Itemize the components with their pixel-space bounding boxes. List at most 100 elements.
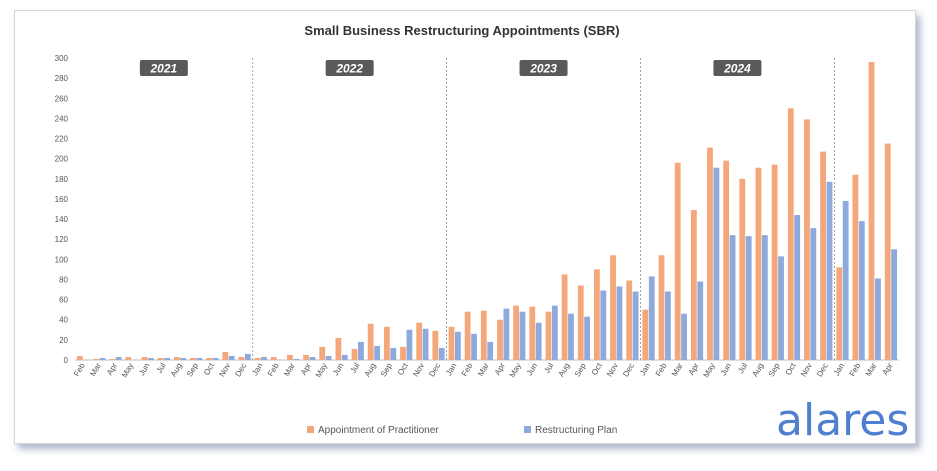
- bar: [497, 319, 503, 360]
- bar: [416, 322, 423, 360]
- x-tick-label: Jan: [832, 362, 846, 378]
- bar: [141, 356, 148, 360]
- bar: [503, 308, 510, 360]
- x-tick-label: Aug: [557, 362, 572, 379]
- year-label-box: [713, 60, 762, 76]
- bar: [335, 337, 342, 360]
- chart-frame: [14, 10, 916, 444]
- bar: [367, 323, 374, 360]
- bar: [745, 236, 752, 360]
- year-labels: 2021 2022 2023 2024: [139, 60, 762, 76]
- x-tick-label: Mar: [670, 361, 685, 378]
- x-tick-label: Mar: [88, 361, 103, 378]
- x-tick-label: Oct: [784, 361, 798, 377]
- x-tick-label: Jun: [137, 362, 151, 378]
- bar: [400, 346, 406, 360]
- y-tick-label: 40: [59, 316, 68, 325]
- x-tick-label: Aug: [169, 362, 184, 379]
- series-restructuring-plan: [99, 167, 898, 360]
- bar: [658, 255, 665, 360]
- bar: [287, 354, 293, 360]
- bar: [157, 357, 164, 360]
- x-tick-label: Apr: [299, 361, 313, 377]
- bar: [626, 280, 633, 360]
- bar: [593, 269, 600, 360]
- x-tick-labels: Feb Mar Apr May Jun Jul Aug Sep Oct Nov Dec Jan Feb M…: [72, 361, 895, 379]
- x-tick-label: Aug: [363, 362, 378, 379]
- x-tick-label: Mar: [864, 361, 879, 378]
- x-tick-label: Oct: [396, 361, 410, 377]
- year-label-2023: 2023: [519, 60, 568, 76]
- bar: [148, 357, 154, 360]
- bar: [358, 341, 364, 360]
- bar: [545, 311, 552, 360]
- bar: [820, 151, 826, 360]
- bar: [665, 291, 671, 360]
- legend: Appointment of Practitioner Restructuring…: [307, 425, 617, 436]
- bar: [206, 357, 213, 360]
- bar: [690, 210, 697, 360]
- x-tick-label: Feb: [72, 361, 87, 378]
- x-tick-label: Dec: [427, 362, 442, 379]
- bar: [99, 357, 106, 360]
- bar: [875, 278, 881, 360]
- bar: [778, 256, 784, 360]
- bar: [180, 357, 187, 360]
- bar: [190, 357, 196, 360]
- bar: [707, 147, 713, 360]
- y-tick-label: 100: [55, 255, 69, 264]
- bar: [681, 313, 687, 360]
- y-tick-label: 80: [59, 275, 68, 284]
- bar: [561, 274, 568, 360]
- x-tick-label: Apr: [105, 361, 119, 377]
- bar: [448, 326, 455, 360]
- bar: [761, 235, 768, 360]
- bar: [212, 357, 219, 360]
- bar: [842, 200, 849, 360]
- year-label-text: 2023: [529, 62, 557, 76]
- y-tick-label: 260: [55, 94, 69, 103]
- bar: [438, 347, 445, 360]
- bar: [480, 310, 487, 360]
- x-tick-label: Apr: [687, 361, 701, 377]
- bar: [254, 357, 261, 360]
- y-tick-label: 240: [55, 114, 69, 123]
- bar: [406, 329, 413, 360]
- bar: [109, 358, 116, 360]
- x-tick-label: Jan: [444, 362, 458, 378]
- bar: [432, 330, 439, 360]
- x-tick-label: Sep: [379, 361, 394, 378]
- bar: [115, 356, 122, 360]
- y-tick-label: 60: [59, 296, 68, 305]
- bar: [125, 356, 132, 360]
- bar: [325, 355, 332, 360]
- x-tick-label: Feb: [848, 361, 863, 378]
- y-tick-label: 160: [55, 195, 69, 204]
- bar: [293, 358, 300, 360]
- chart-title: Small Business Restructuring Appointment…: [304, 23, 619, 38]
- year-label-text: 2021: [150, 62, 178, 76]
- bar: [529, 306, 536, 360]
- bar: [309, 356, 316, 360]
- x-tick-label: Apr: [881, 361, 895, 377]
- bar: [374, 345, 381, 360]
- bar: [697, 281, 704, 360]
- bar: [513, 305, 520, 360]
- bar: [739, 178, 746, 360]
- x-tick-label: Sep: [573, 361, 588, 378]
- x-tick-label: May: [508, 362, 523, 380]
- bar: [648, 276, 655, 360]
- bar: [642, 309, 649, 360]
- bar: [852, 174, 859, 360]
- bar: [303, 354, 309, 360]
- x-tick-label: May: [702, 362, 717, 380]
- bar: [755, 167, 762, 360]
- x-tick-label: Apr: [493, 361, 507, 377]
- x-tick-label: Feb: [654, 361, 669, 378]
- x-tick-label: Dec: [233, 362, 248, 379]
- x-tick-label: Oct: [202, 361, 216, 377]
- bar: [610, 255, 616, 360]
- legend-swatch: [307, 426, 314, 433]
- bar: [771, 164, 778, 360]
